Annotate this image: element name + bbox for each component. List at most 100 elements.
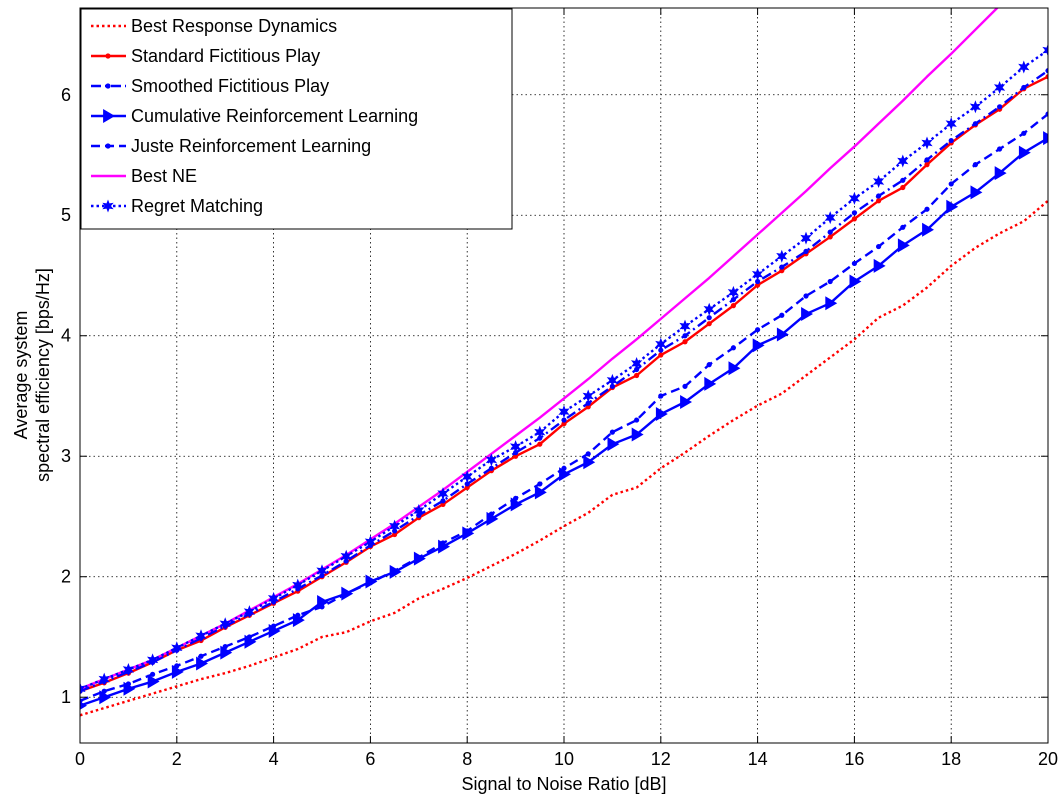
data-point <box>513 453 519 459</box>
data-point <box>997 146 1003 152</box>
data-point <box>1043 131 1048 146</box>
data-point <box>827 234 833 240</box>
data-point <box>1042 43 1048 57</box>
data-point <box>509 440 522 454</box>
data-point <box>803 293 809 299</box>
legend-label: Juste Reinforcement Learning <box>131 136 371 156</box>
data-point <box>704 376 717 391</box>
data-point <box>703 302 715 316</box>
data-point <box>343 590 349 597</box>
data-point <box>585 451 591 457</box>
data-point <box>80 701 87 710</box>
data-point <box>271 623 277 629</box>
legend-item: Cumulative Reinforcement Learning <box>91 106 418 126</box>
data-point <box>388 519 401 533</box>
x-tick-label: 10 <box>554 749 574 769</box>
data-point <box>220 645 233 660</box>
data-point <box>946 199 959 214</box>
legend-label: Cumulative Reinforcement Learning <box>131 106 418 126</box>
data-point <box>755 327 761 333</box>
data-point <box>367 580 373 586</box>
legend-item: Regret Matching <box>91 196 263 216</box>
data-point <box>196 656 208 671</box>
x-axis-label: Signal to Noise Ratio [dB] <box>461 774 666 794</box>
legend-item: Smoothed Fictitious Play <box>91 76 329 96</box>
data-point <box>827 278 833 285</box>
data-point <box>582 389 594 403</box>
data-point <box>561 421 567 427</box>
data-point <box>997 104 1003 110</box>
data-point <box>824 211 836 225</box>
legend-label: Best NE <box>131 166 197 186</box>
data-point <box>972 121 979 127</box>
x-tick-label: 4 <box>269 749 279 769</box>
data-point <box>146 653 159 667</box>
data-point <box>246 634 252 640</box>
data-point <box>897 238 910 253</box>
data-point <box>948 137 954 144</box>
data-point <box>147 674 160 689</box>
data-point <box>779 264 785 270</box>
data-point <box>1021 130 1027 136</box>
legend-item: Best Response Dynamics <box>91 16 337 36</box>
legend-marker <box>103 109 115 123</box>
data-point <box>558 405 570 419</box>
data-point <box>485 453 498 467</box>
data-point <box>779 268 785 274</box>
data-point <box>440 498 446 504</box>
y-axis-label-line-2: spectral efficiency [bps/Hz] <box>33 268 53 482</box>
data-point <box>776 249 788 263</box>
data-point <box>80 698 83 704</box>
data-point <box>1018 145 1031 160</box>
legend-marker <box>105 83 111 89</box>
data-point <box>267 591 280 605</box>
data-point <box>631 427 644 442</box>
data-point <box>924 206 930 212</box>
data-point <box>464 528 470 534</box>
data-point <box>583 455 596 470</box>
data-point <box>1045 111 1048 117</box>
data-point <box>488 511 494 517</box>
data-point <box>848 191 861 205</box>
data-point <box>392 531 398 538</box>
data-point <box>222 644 228 650</box>
y-tick-label: 1 <box>61 687 71 707</box>
data-point <box>730 296 737 303</box>
data-point <box>851 216 858 222</box>
data-point <box>922 222 934 237</box>
data-point <box>876 243 882 250</box>
data-point <box>682 383 688 389</box>
data-point <box>1021 84 1027 91</box>
data-point <box>513 495 519 502</box>
data-point <box>561 417 567 423</box>
x-tick-label: 20 <box>1038 749 1058 769</box>
y-axis-label-line-1: Average system <box>11 311 31 440</box>
data-point <box>295 612 301 618</box>
data-point <box>706 315 712 321</box>
legend-box <box>80 8 513 230</box>
legend-marker <box>102 199 114 213</box>
legend-marker <box>105 143 111 149</box>
data-point <box>752 338 765 353</box>
x-tick-label: 8 <box>462 749 472 769</box>
data-point <box>171 641 183 655</box>
data-point <box>392 568 398 574</box>
data-point <box>945 117 957 131</box>
data-point <box>537 441 543 447</box>
data-point <box>924 162 930 168</box>
data-point <box>897 154 909 168</box>
data-point <box>171 664 184 679</box>
data-point <box>534 485 547 500</box>
data-point <box>585 400 591 406</box>
legend: Best Response Dynamics Standard Fictitiou… <box>80 8 513 230</box>
x-tick-label: 2 <box>172 749 182 769</box>
data-point <box>921 136 933 150</box>
data-point <box>607 437 620 452</box>
data-point <box>779 312 785 318</box>
data-point <box>534 425 546 439</box>
data-point <box>970 185 983 200</box>
legend-label: Smoothed Fictitious Play <box>131 76 329 96</box>
series-standard-fictitious-play <box>80 74 1048 694</box>
x-tick-label: 16 <box>844 749 864 769</box>
